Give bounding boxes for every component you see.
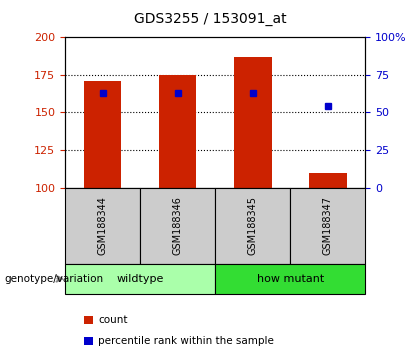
Text: percentile rank within the sample: percentile rank within the sample — [98, 336, 274, 346]
Text: wildtype: wildtype — [116, 274, 164, 284]
Text: GSM188347: GSM188347 — [323, 196, 333, 255]
Text: count: count — [98, 315, 128, 325]
Text: GDS3255 / 153091_at: GDS3255 / 153091_at — [134, 12, 286, 27]
Bar — [159, 75, 197, 188]
Bar — [309, 173, 346, 188]
Bar — [84, 81, 121, 188]
Bar — [234, 57, 272, 188]
Text: how mutant: how mutant — [257, 274, 324, 284]
Text: GSM188345: GSM188345 — [248, 196, 258, 255]
Text: GSM188344: GSM188344 — [97, 196, 108, 255]
Text: genotype/variation: genotype/variation — [4, 274, 103, 284]
Text: GSM188346: GSM188346 — [173, 196, 183, 255]
